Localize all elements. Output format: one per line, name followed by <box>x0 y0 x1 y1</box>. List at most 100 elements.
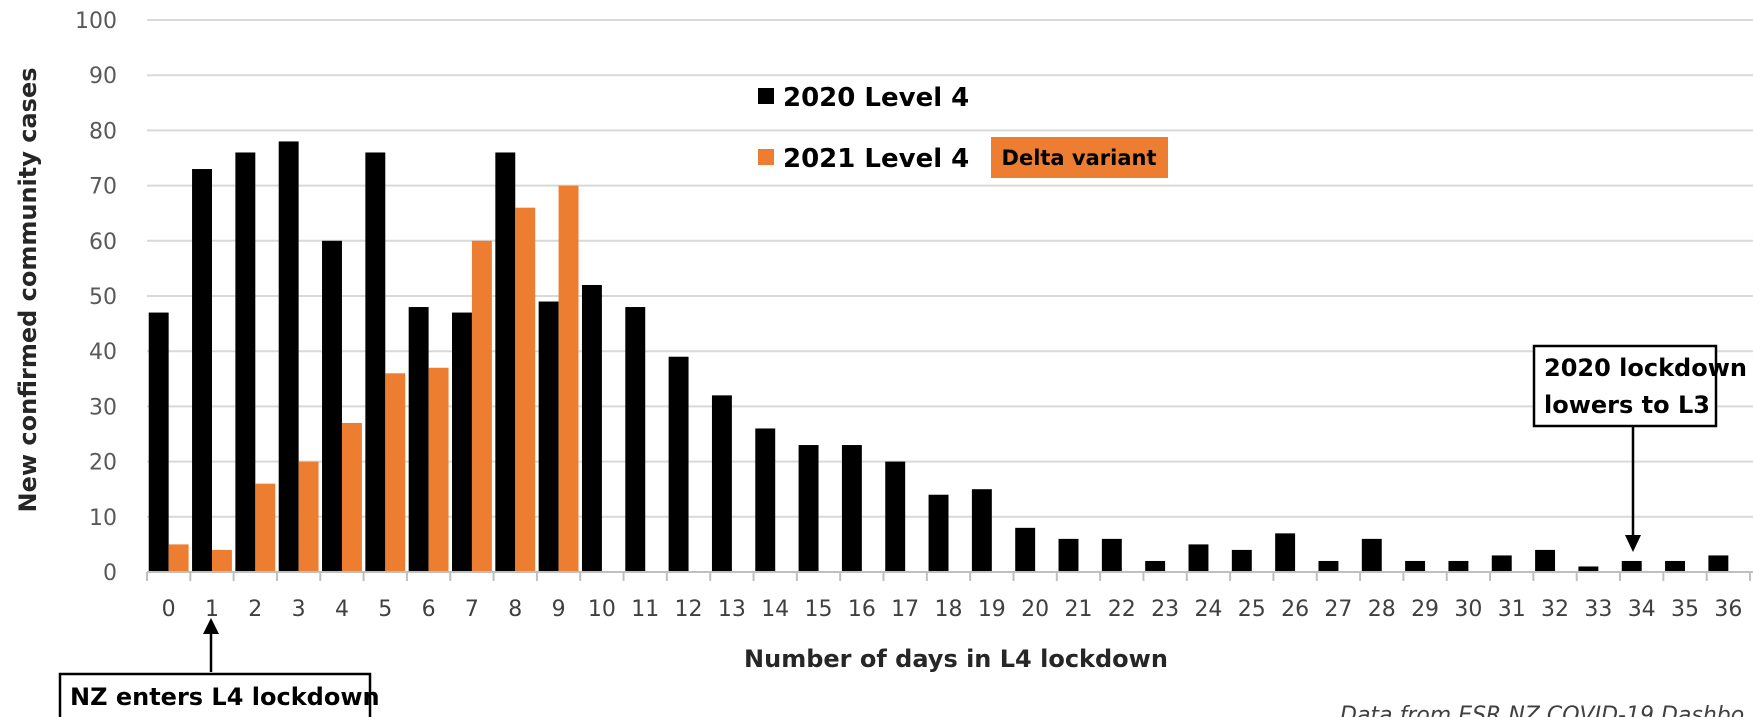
x-tick-label: 18 <box>935 597 963 622</box>
bar-2020-level-4 <box>711 395 732 572</box>
bars-group <box>148 141 1729 573</box>
delta-variant-badge <box>991 137 1168 178</box>
bar-2020-level-4 <box>365 152 386 573</box>
x-tick-label: 33 <box>1584 597 1612 622</box>
bar-2020-level-4 <box>841 445 862 572</box>
bar-2020-level-4 <box>278 141 299 572</box>
bar-2020-level-4 <box>1578 566 1599 572</box>
y-tick-label: 10 <box>89 506 117 531</box>
bar-2020-level-4 <box>235 152 256 573</box>
bar-2020-level-4 <box>1361 538 1382 572</box>
x-tick-label: 35 <box>1671 597 1699 622</box>
x-tick-label: 19 <box>978 597 1006 622</box>
x-tick-label: 15 <box>805 597 833 622</box>
annotation-text-line-1: 2020 lockdown <box>1544 354 1747 382</box>
bar-2020-level-4 <box>971 489 992 572</box>
x-axis: 0 1 2 3 4 5 6 7 8 9 10 11 12 13 14 15 16 17 18 19 20 21 22 23 24… <box>146 571 1753 622</box>
bar-2020-level-4 <box>1448 560 1469 572</box>
bar-2021-level-4 <box>211 549 232 572</box>
y-tick-label: 60 <box>89 230 117 255</box>
x-tick-label: 23 <box>1151 597 1179 622</box>
bar-2020-level-4 <box>1491 555 1512 572</box>
bar-2020-level-4 <box>581 284 602 572</box>
bar-2021-level-4 <box>471 240 492 573</box>
bar-2020-level-4 <box>928 494 949 572</box>
bar-2020-level-4 <box>538 301 559 572</box>
bar-2021-level-4 <box>168 544 189 572</box>
x-tick-label: 3 <box>292 597 306 622</box>
x-tick-label: 29 <box>1411 597 1439 622</box>
bar-2020-level-4 <box>755 428 776 572</box>
bar-2021-level-4 <box>341 422 362 572</box>
annotation-text-line-2: lowers to L3 <box>1544 391 1710 419</box>
x-tick-label: 32 <box>1541 597 1569 622</box>
delta-variant-label: Delta variant <box>1002 146 1157 170</box>
x-tick-label: 2 <box>248 597 262 622</box>
annotation-box <box>1532 344 1718 428</box>
x-tick-label: 5 <box>378 597 392 622</box>
y-tick-label: 30 <box>89 395 117 420</box>
annotation-lowers-l3: 2020 lockdown lowers to L3 <box>1532 344 1747 552</box>
bar-2020-level-4 <box>1058 538 1079 572</box>
x-tick-label: 4 <box>335 597 349 622</box>
bar-2021-level-4 <box>255 483 276 572</box>
annotation-text: NZ enters L4 lockdown <box>70 683 380 711</box>
bar-2020-level-4 <box>1318 560 1339 572</box>
y-tick-label: 80 <box>89 119 117 144</box>
x-tick-label: 16 <box>848 597 876 622</box>
y-tick-label: 0 <box>103 561 117 586</box>
y-axis-title: New confirmed community cases <box>14 67 42 512</box>
x-tick-label: 17 <box>891 597 919 622</box>
bar-2020-level-4 <box>1101 538 1122 572</box>
x-tick-label: 7 <box>465 597 479 622</box>
bar-2021-level-4 <box>515 207 536 572</box>
bar-2021-level-4 <box>558 185 579 572</box>
bar-2020-level-4 <box>1665 560 1686 572</box>
bar-2020-level-4 <box>1015 527 1036 572</box>
bar-2021-level-4 <box>428 367 449 572</box>
x-tick-label: 1 <box>205 597 219 622</box>
x-tick-label: 34 <box>1628 597 1656 622</box>
bar-2020-level-4 <box>452 312 472 572</box>
y-tick-label: 40 <box>89 340 117 365</box>
x-tick-label: 20 <box>1021 597 1049 622</box>
bar-2020-level-4 <box>1405 560 1426 572</box>
annotation-arrow-head <box>1625 535 1641 552</box>
x-tick-label: 8 <box>508 597 522 622</box>
annotation-box <box>58 672 372 717</box>
legend-swatch-2020 <box>758 88 774 104</box>
bar-2020-level-4 <box>668 356 689 572</box>
legend: 2020 Level 4 2021 Level 4 Delta variant <box>758 83 1168 178</box>
bar-2021-level-4 <box>385 373 406 572</box>
bar-2021-level-4 <box>298 461 319 572</box>
x-tick-label: 31 <box>1498 597 1526 622</box>
legend-swatch-2021 <box>758 149 774 165</box>
bar-2020-level-4 <box>495 152 516 573</box>
x-tick-label: 21 <box>1064 597 1092 622</box>
x-tick-label: 25 <box>1238 597 1266 622</box>
x-tick-label: 14 <box>761 597 789 622</box>
bar-2020-level-4 <box>1275 533 1296 572</box>
y-tick-label: 20 <box>89 451 117 476</box>
x-tick-label: 11 <box>631 597 659 622</box>
legend-label-2021: 2021 Level 4 <box>783 144 969 174</box>
x-tick-label: 27 <box>1324 597 1352 622</box>
x-tick-label: 24 <box>1194 597 1222 622</box>
bar-2020-level-4 <box>192 169 212 573</box>
x-axis-title: Number of days in L4 lockdown <box>744 645 1168 673</box>
x-tick-label: 28 <box>1368 597 1396 622</box>
x-tick-label: 10 <box>588 597 616 622</box>
source-note: Data from ESR NZ COVID-19 Dashbo <box>1340 703 1744 717</box>
bar-2020-level-4 <box>798 445 819 572</box>
bar-2020-level-4 <box>885 461 906 572</box>
bar-2020-level-4 <box>148 312 169 572</box>
x-tick-label: 13 <box>718 597 746 622</box>
x-tick-label: 12 <box>675 597 703 622</box>
bar-2020-level-4 <box>625 307 646 572</box>
x-tick-label: 9 <box>552 597 566 622</box>
bar-2020-level-4 <box>408 307 429 572</box>
x-tick-label: 0 <box>162 597 176 622</box>
y-tick-label: 50 <box>89 285 117 310</box>
bar-2020-level-4 <box>1708 555 1729 572</box>
